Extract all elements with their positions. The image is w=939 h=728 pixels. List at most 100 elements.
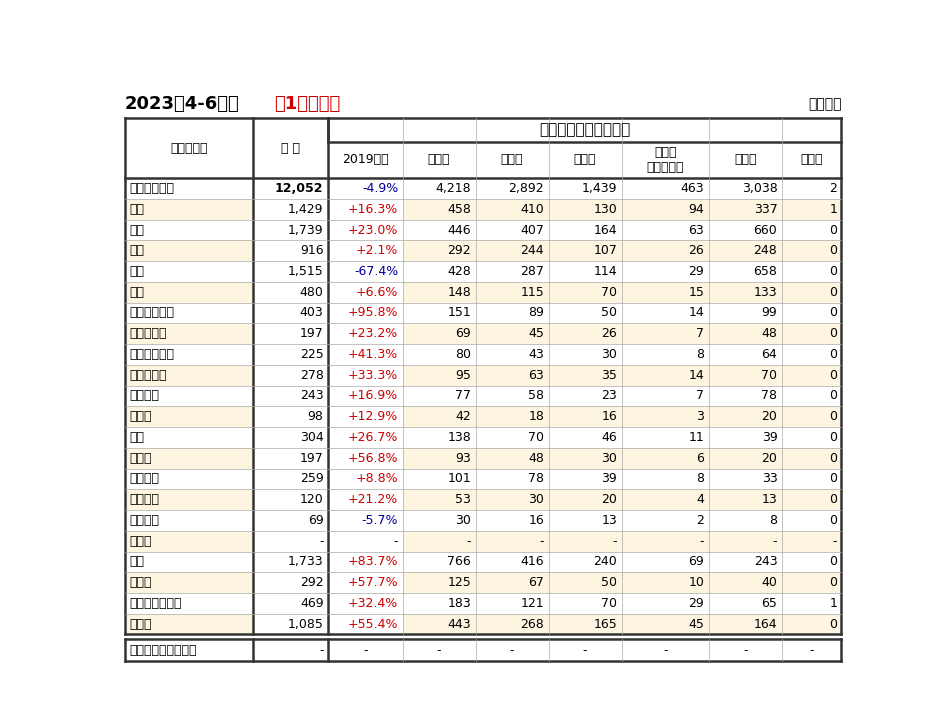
Text: 0: 0 [829, 368, 837, 381]
Bar [622, 427, 709, 448]
Bar [125, 552, 254, 572]
Bar [254, 406, 328, 427]
Bar [475, 614, 548, 635]
Bar [548, 572, 622, 593]
Text: 45: 45 [529, 327, 545, 340]
Text: 93: 93 [455, 451, 471, 464]
Bar [475, 639, 548, 661]
Bar [709, 220, 782, 240]
Bar [403, 469, 475, 489]
Bar [328, 303, 403, 323]
Text: 164: 164 [593, 223, 617, 237]
Bar [403, 406, 475, 427]
Bar [125, 531, 254, 552]
Text: 0: 0 [829, 306, 837, 320]
Text: +32.4%: +32.4% [348, 597, 398, 610]
Text: 1: 1 [829, 203, 837, 215]
Bar [328, 639, 403, 661]
Bar [328, 199, 403, 220]
Text: 26: 26 [688, 245, 704, 257]
Text: -: - [393, 534, 398, 547]
Bar [475, 199, 548, 220]
Text: 8: 8 [697, 348, 704, 361]
Bar [403, 531, 475, 552]
Text: 50: 50 [601, 306, 617, 320]
Text: 30: 30 [601, 348, 617, 361]
Bar [328, 118, 841, 142]
Text: +12.9%: +12.9% [348, 410, 398, 423]
Text: 韓国: 韓国 [129, 203, 144, 215]
Bar [622, 344, 709, 365]
Bar [254, 282, 328, 303]
Text: 20: 20 [762, 451, 777, 464]
Bar [125, 639, 254, 661]
Text: その他: その他 [800, 154, 823, 167]
Text: -: - [773, 534, 777, 547]
Bar [622, 469, 709, 489]
Bar [328, 427, 403, 448]
Text: 480: 480 [300, 286, 324, 298]
Bar [475, 261, 548, 282]
Bar [709, 531, 782, 552]
Bar [782, 386, 841, 406]
Bar [475, 427, 548, 448]
Text: -: - [613, 534, 617, 547]
Bar [403, 572, 475, 593]
Bar [782, 240, 841, 261]
Bar [254, 344, 328, 365]
Bar [403, 510, 475, 531]
Text: 292: 292 [300, 576, 324, 589]
Text: 165: 165 [593, 617, 617, 630]
Bar [254, 365, 328, 386]
Bar [475, 142, 548, 178]
Text: 0: 0 [829, 472, 837, 486]
Text: 0: 0 [829, 493, 837, 506]
Text: 77: 77 [455, 389, 471, 403]
Text: 14: 14 [688, 306, 704, 320]
Text: ベトナム: ベトナム [129, 389, 159, 403]
Text: 43: 43 [529, 348, 545, 361]
Bar [782, 469, 841, 489]
Text: 15: 15 [688, 286, 704, 298]
Text: 48: 48 [762, 327, 777, 340]
Bar [622, 220, 709, 240]
Bar [548, 282, 622, 303]
Text: 39: 39 [762, 431, 777, 444]
Text: +8.8%: +8.8% [356, 472, 398, 486]
Text: -: - [663, 644, 668, 657]
Text: その他: その他 [129, 617, 151, 630]
Text: -: - [743, 644, 747, 657]
Text: 6: 6 [697, 451, 704, 464]
Bar [782, 427, 841, 448]
Bar [782, 282, 841, 303]
Text: 70: 70 [601, 286, 617, 298]
Text: +16.3%: +16.3% [348, 203, 398, 215]
Text: 30: 30 [601, 451, 617, 464]
Text: 416: 416 [520, 555, 545, 569]
Bar [125, 386, 254, 406]
Text: -: - [363, 644, 367, 657]
Text: 115: 115 [520, 286, 545, 298]
Text: 26: 26 [602, 327, 617, 340]
Bar [782, 303, 841, 323]
Text: 4: 4 [697, 493, 704, 506]
Bar [328, 240, 403, 261]
Bar [328, 142, 403, 178]
Text: -4.9%: -4.9% [362, 182, 398, 195]
Text: 64: 64 [762, 348, 777, 361]
Bar [782, 639, 841, 661]
Text: -: - [319, 534, 324, 547]
Text: 11: 11 [688, 431, 704, 444]
Bar [254, 510, 328, 531]
Bar [709, 142, 782, 178]
Text: 30: 30 [529, 493, 545, 506]
Bar [622, 261, 709, 282]
Bar [475, 323, 548, 344]
Text: -5.7%: -5.7% [362, 514, 398, 527]
Bar [475, 303, 548, 323]
Bar [622, 282, 709, 303]
Text: 243: 243 [300, 389, 324, 403]
Bar [548, 448, 622, 469]
Bar [709, 261, 782, 282]
Text: 0: 0 [829, 576, 837, 589]
